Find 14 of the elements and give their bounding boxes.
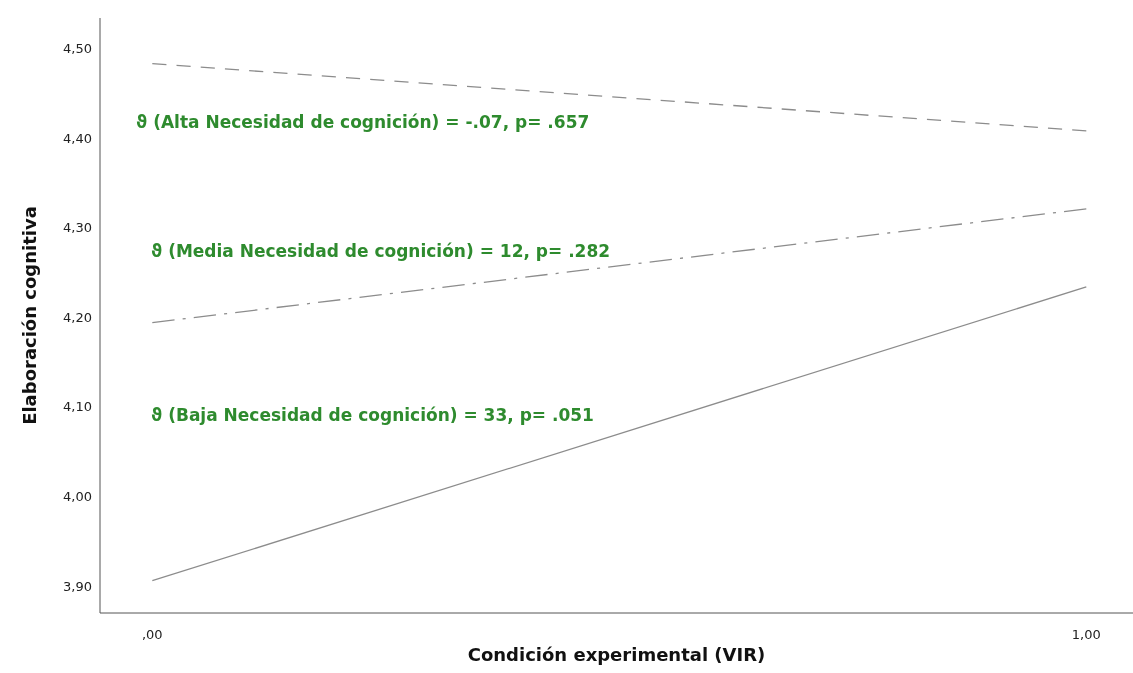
y-tick-label: 4,00: [63, 489, 92, 505]
x-axis-title: Condición experimental (VIR): [467, 644, 766, 665]
y-tick-label: 4,40: [63, 130, 92, 146]
y-tick-label: 4,20: [63, 309, 92, 325]
annotation: ϑ (Media Necesidad de cognición) = 12, p= .282: [151, 240, 611, 261]
x-tick-label: ,00: [141, 627, 163, 642]
annotation: ϑ (Baja Necesidad de cognición) = 33, p= .051: [151, 404, 594, 425]
y-tick-label: 3,90: [63, 578, 92, 594]
y-axis-title: Elaboración cognitiva: [19, 206, 40, 425]
annotation: ϑ (Alta Necesidad de cognición) = -.07, p= .657: [136, 111, 590, 132]
y-tick-label: 4,50: [63, 41, 92, 57]
y-tick-label: 4,10: [63, 399, 92, 415]
y-tick-label: 4,30: [63, 220, 92, 236]
x-tick-label: 1,00: [1071, 627, 1101, 642]
